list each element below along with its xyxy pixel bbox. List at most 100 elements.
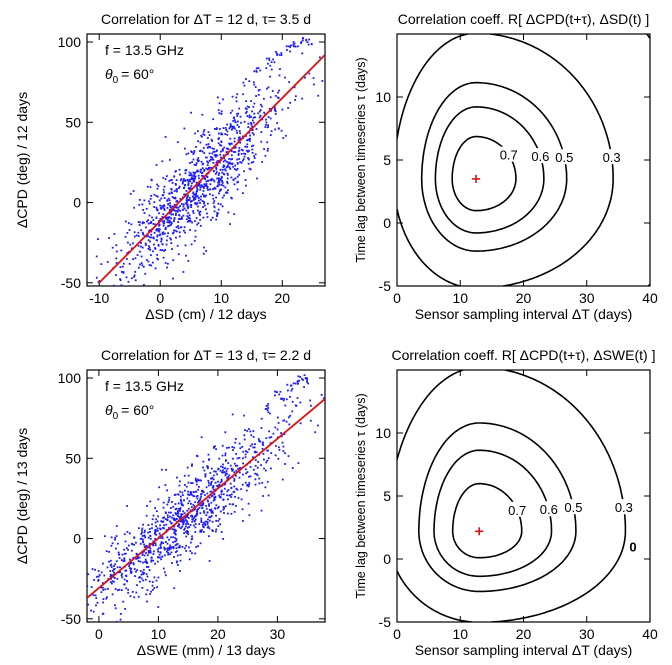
scatter-point <box>199 218 201 221</box>
scatter-point <box>224 454 227 457</box>
scatter-point <box>255 473 258 476</box>
scatter-point <box>194 175 197 178</box>
scatter-point <box>202 133 205 136</box>
scatter-point <box>127 548 129 551</box>
scatter-point <box>168 496 171 499</box>
scatter-point <box>142 568 145 571</box>
scatter-point <box>255 70 258 73</box>
scatter-point <box>177 227 180 230</box>
scatter-point <box>197 160 199 163</box>
scatter-point <box>173 556 175 558</box>
theta-symbol: θ <box>105 66 113 82</box>
scatter-point <box>186 509 189 512</box>
scatter-point <box>218 184 221 186</box>
contour2-title: Correlation coeff. R[ ΔCPD(t+τ), ΔSD(t) … <box>398 11 650 27</box>
scatter-point <box>125 575 128 578</box>
scatter-point <box>151 523 153 526</box>
scatter-point <box>138 198 141 201</box>
scatter-point <box>209 193 211 196</box>
scatter-point <box>244 481 247 484</box>
scatter-point <box>243 170 245 173</box>
scatter-point <box>159 249 162 251</box>
scatter-point <box>219 523 222 526</box>
scatter-point <box>167 221 170 223</box>
scatter-point <box>143 546 146 548</box>
scatter-point <box>220 480 223 483</box>
scatter-point <box>238 146 241 149</box>
scatter-point <box>149 500 152 503</box>
scatter-point <box>286 389 289 392</box>
scatter-point <box>174 170 177 173</box>
scatter-point <box>245 110 248 113</box>
scatter-point <box>186 466 189 469</box>
scatter-point <box>224 186 227 189</box>
scatter-point <box>227 148 230 151</box>
scatter-point <box>162 213 165 216</box>
scatter-point <box>186 497 189 500</box>
scatter-point <box>207 145 210 148</box>
scatter-point <box>204 473 207 475</box>
scatter-point <box>249 444 252 447</box>
scatter-point <box>186 201 188 203</box>
scatter-point <box>236 93 239 96</box>
scatter-point <box>248 158 250 161</box>
scatter-point <box>211 156 214 159</box>
scatter-point <box>259 114 262 117</box>
scatter-point <box>235 505 237 507</box>
scatter-point <box>216 507 219 510</box>
scatter-point <box>156 195 159 198</box>
scatter-point <box>280 432 283 434</box>
scatter-point <box>210 511 213 514</box>
scatter-point <box>184 193 187 196</box>
scatter-point <box>269 64 272 67</box>
scatter-point <box>148 528 151 530</box>
scatter-point <box>189 541 192 544</box>
scatter-point <box>136 569 139 571</box>
scatter-point <box>245 149 248 152</box>
scatter-point <box>270 436 273 439</box>
scatter-point <box>233 485 236 488</box>
scatter-point <box>291 410 294 413</box>
scatter-point <box>250 161 253 164</box>
scatter-point <box>156 253 159 256</box>
scatter-point <box>157 498 160 501</box>
scatter-point <box>172 514 175 517</box>
scatter-point <box>223 507 226 510</box>
scatter-point <box>194 552 197 555</box>
scatter-point <box>230 467 233 470</box>
scatter-point <box>201 135 203 138</box>
scatter-point <box>278 127 280 130</box>
scatter-point <box>270 61 273 63</box>
scatter-point <box>168 199 171 202</box>
scatter-point <box>233 510 236 513</box>
scatter-point <box>207 453 210 456</box>
scatter-point <box>239 137 242 140</box>
scatter-point <box>233 168 236 170</box>
scatter-point <box>189 492 192 495</box>
scatter-point <box>185 199 188 202</box>
scatter-point <box>188 558 191 561</box>
scatter-point <box>149 530 151 533</box>
scatter-point <box>194 508 196 510</box>
scatter-point <box>171 501 173 503</box>
scatter-point <box>172 259 175 262</box>
scatter-point <box>153 201 156 204</box>
scatter-point <box>289 101 292 104</box>
scatter-point <box>142 233 145 236</box>
scatter-point <box>305 39 308 42</box>
scatter-point <box>280 435 283 438</box>
scatter-point <box>294 382 297 385</box>
scatter-point <box>156 187 159 190</box>
scatter-point <box>129 243 132 246</box>
scatter-point <box>265 461 268 464</box>
scatter-point <box>203 152 206 154</box>
scatter-point <box>231 469 234 472</box>
scatter-point <box>265 67 268 70</box>
scatter-point <box>107 587 109 590</box>
scatter-point <box>157 229 160 232</box>
scatter-point <box>186 530 189 532</box>
scatter-point <box>143 572 146 574</box>
scatter-point <box>198 506 201 509</box>
scatter-point <box>117 542 119 545</box>
scatter-point <box>111 542 114 545</box>
